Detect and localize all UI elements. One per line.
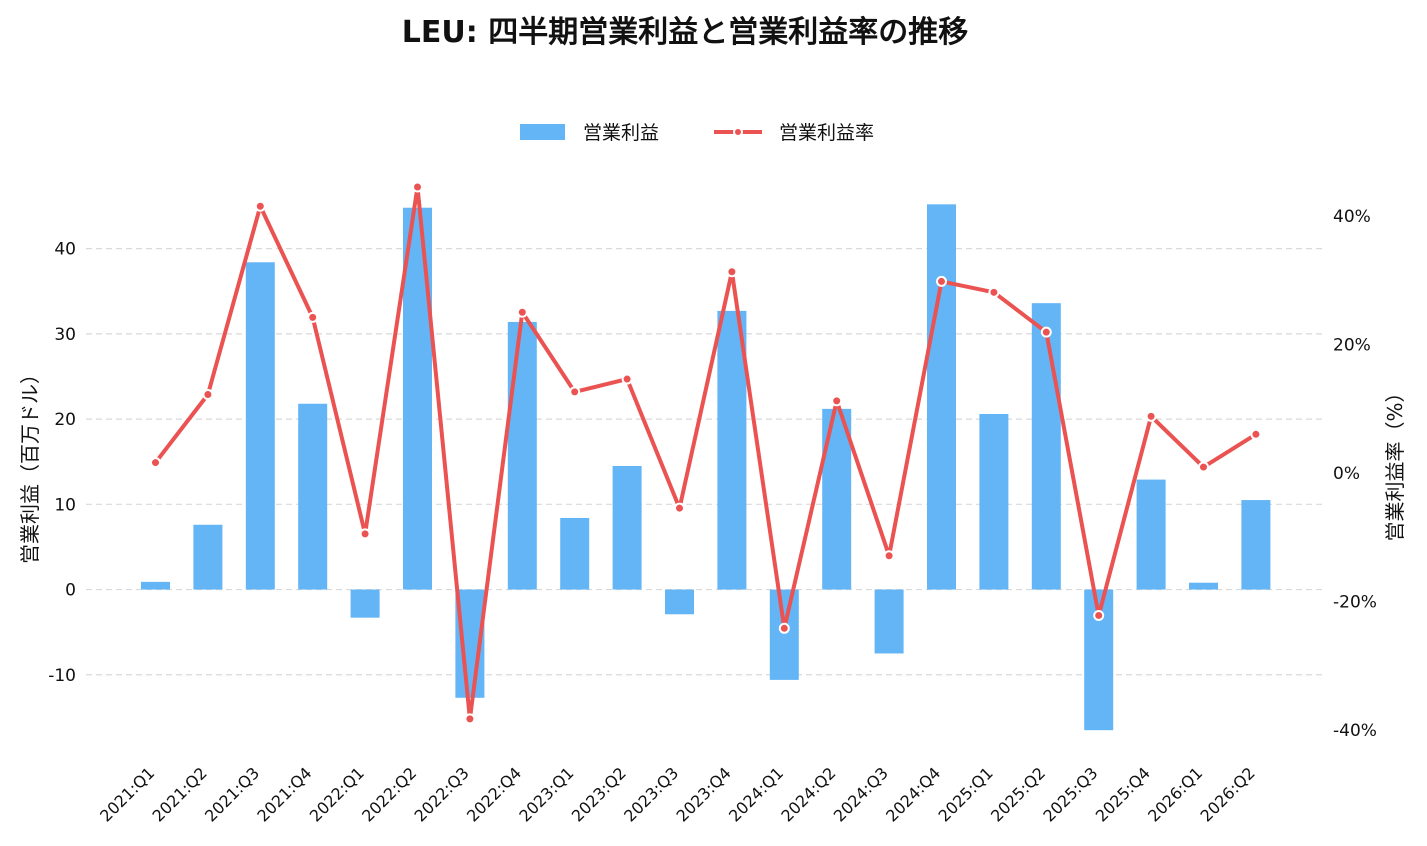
left-tick-label: 0 xyxy=(65,581,76,601)
line-series xyxy=(150,181,1262,725)
x-axis: 2021:Q12021:Q22021:Q32021:Q42022:Q12022:… xyxy=(96,763,1259,825)
margin-point xyxy=(883,550,895,562)
right-tick-label: -40% xyxy=(1333,721,1377,741)
x-tick-label: 2023:Q2 xyxy=(568,763,630,825)
bar xyxy=(612,465,642,590)
margin-point xyxy=(831,395,843,407)
bar xyxy=(1031,303,1061,590)
left-tick-label: 40 xyxy=(54,240,76,260)
legend: 営業利益 営業利益率 xyxy=(520,122,874,144)
margin-point xyxy=(778,622,790,634)
margin-point xyxy=(254,200,266,212)
margin-point xyxy=(726,266,738,278)
margin-point xyxy=(1093,609,1105,621)
x-tick-label: 2025:Q3 xyxy=(1039,763,1101,825)
left-axis-label: 営業利益（百万ドル） xyxy=(18,364,42,564)
x-tick-label: 2023:Q1 xyxy=(515,763,577,825)
left-tick-label: -10 xyxy=(48,666,76,686)
x-tick-label: 2022:Q3 xyxy=(411,763,473,825)
bar xyxy=(665,589,694,615)
margin-point xyxy=(412,181,423,193)
margin-point xyxy=(936,275,947,287)
bar xyxy=(141,581,170,590)
left-tick-label: 30 xyxy=(54,325,76,345)
x-tick-label: 2022:Q4 xyxy=(463,763,525,825)
left-y-axis: -10 0 10 20 30 40 xyxy=(48,240,76,686)
legend-bar-swatch xyxy=(520,124,565,140)
x-tick-label: 2021:Q3 xyxy=(201,763,263,825)
left-tick-label: 20 xyxy=(54,410,76,430)
x-tick-label: 2026:Q1 xyxy=(1144,763,1206,825)
right-tick-label: 0% xyxy=(1333,464,1360,484)
x-tick-label: 2023:Q3 xyxy=(620,763,682,825)
bar xyxy=(193,524,223,590)
right-tick-label: 20% xyxy=(1333,335,1371,355)
margin-point xyxy=(359,528,371,540)
margin-point xyxy=(1198,461,1209,473)
bar xyxy=(1136,479,1166,590)
right-tick-label: 40% xyxy=(1333,207,1371,227)
margin-point xyxy=(988,286,1000,298)
x-tick-label: 2024:Q4 xyxy=(882,763,944,825)
x-tick-label: 2024:Q3 xyxy=(830,763,892,825)
x-tick-label: 2025:Q2 xyxy=(987,763,1049,825)
grid-lines xyxy=(86,248,1326,676)
margin-point xyxy=(464,713,476,725)
x-tick-label: 2024:Q1 xyxy=(725,763,787,825)
x-tick-label: 2025:Q4 xyxy=(1092,763,1154,825)
bar xyxy=(717,310,747,590)
bar-series xyxy=(141,204,1271,731)
margin-point xyxy=(150,457,161,469)
margin-point xyxy=(516,306,528,318)
x-tick-label: 2021:Q1 xyxy=(96,763,158,825)
right-tick-label: -20% xyxy=(1333,592,1377,612)
bar xyxy=(245,262,275,590)
legend-bar-label: 営業利益 xyxy=(583,122,659,144)
margin-point xyxy=(307,311,319,323)
legend-line-marker xyxy=(733,127,743,137)
x-tick-label: 2023:Q4 xyxy=(673,763,735,825)
bar xyxy=(507,321,537,590)
x-tick-label: 2025:Q1 xyxy=(935,763,997,825)
right-axis-label: 営業利益率（%） xyxy=(1383,382,1407,541)
bar xyxy=(350,589,380,618)
bar xyxy=(1189,582,1218,590)
bar xyxy=(874,589,904,654)
margin-point xyxy=(569,386,581,398)
x-tick-label: 2022:Q1 xyxy=(306,763,368,825)
margin-point xyxy=(1250,428,1262,440)
bar xyxy=(298,403,328,590)
x-tick-label: 2026:Q2 xyxy=(1197,763,1259,825)
chart-title: LEU: 四半期営業利益と営業利益率の推移 xyxy=(402,15,968,50)
bar xyxy=(979,413,1009,590)
x-tick-label: 2022:Q2 xyxy=(358,763,420,825)
x-tick-label: 2024:Q2 xyxy=(777,763,839,825)
bar xyxy=(560,517,590,590)
legend-line-label: 営業利益率 xyxy=(779,122,874,144)
margin-point xyxy=(1040,326,1052,338)
left-tick-label: 10 xyxy=(54,495,76,515)
margin-point xyxy=(674,502,685,514)
x-tick-label: 2021:Q2 xyxy=(149,763,211,825)
x-tick-label: 2021:Q4 xyxy=(253,763,315,825)
right-y-axis: -40% -20% 0% 20% 40% xyxy=(1333,207,1377,741)
margin-point xyxy=(202,388,214,400)
bar xyxy=(927,204,956,590)
bar xyxy=(1241,500,1271,590)
margin-point xyxy=(621,373,633,385)
margin-line xyxy=(153,184,1258,721)
margin-point xyxy=(1145,410,1157,422)
bar xyxy=(769,589,799,680)
